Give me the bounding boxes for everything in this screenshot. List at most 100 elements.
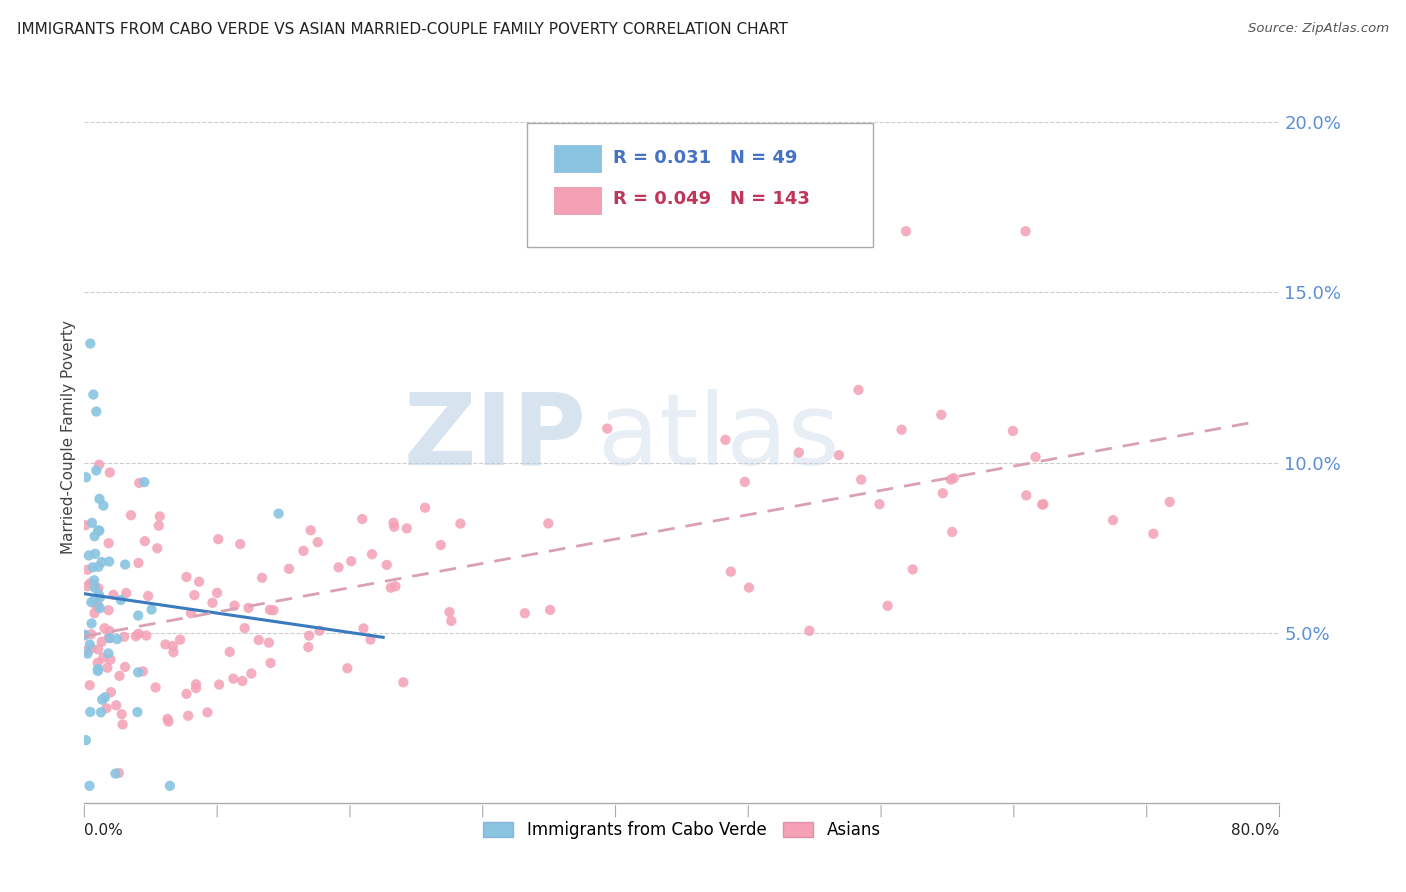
- FancyBboxPatch shape: [554, 187, 600, 214]
- Point: [104, 766, 127, 780]
- Point: [111, 717, 134, 731]
- Point: [1102, 513, 1125, 527]
- Point: [87, 642, 110, 657]
- Point: [262, 603, 284, 617]
- Point: [73, 628, 96, 642]
- Point: [91, 692, 114, 706]
- Point: [353, 622, 375, 636]
- Point: [127, 608, 149, 623]
- Point: [1032, 497, 1054, 511]
- Point: [208, 677, 231, 691]
- Point: [134, 534, 156, 549]
- Point: [157, 714, 180, 729]
- Point: [90, 634, 112, 648]
- Point: [440, 614, 463, 628]
- Point: [80, 641, 103, 656]
- Point: [75, 518, 97, 533]
- Point: [86, 597, 108, 611]
- Point: [79, 576, 101, 591]
- Point: [828, 448, 851, 462]
- Point: [513, 606, 536, 620]
- Point: [96, 701, 118, 715]
- Point: [97, 536, 120, 550]
- Point: [360, 632, 382, 647]
- Point: [233, 621, 256, 635]
- Point: [114, 558, 136, 572]
- Point: [941, 524, 963, 539]
- Point: [87, 458, 110, 472]
- Point: [83, 574, 105, 588]
- Point: [714, 433, 737, 447]
- Point: [128, 626, 150, 640]
- Text: R = 0.031   N = 49: R = 0.031 N = 49: [613, 149, 797, 167]
- Point: [395, 521, 418, 535]
- Point: [231, 673, 253, 688]
- Point: [76, 579, 98, 593]
- Point: [392, 675, 415, 690]
- Point: [97, 603, 120, 617]
- Point: [890, 423, 912, 437]
- Point: [105, 698, 128, 713]
- Point: [90, 706, 112, 720]
- Point: [127, 556, 149, 570]
- Point: [848, 383, 870, 397]
- Point: [148, 518, 170, 533]
- Point: [336, 661, 359, 675]
- Text: IMMIGRANTS FROM CABO VERDE VS ASIAN MARRIED-COUPLE FAMILY POVERTY CORRELATION CH: IMMIGRANTS FROM CABO VERDE VS ASIAN MARR…: [17, 22, 787, 37]
- Point: [79, 678, 101, 692]
- Point: [184, 681, 207, 695]
- Point: [146, 541, 169, 556]
- Point: [93, 621, 115, 635]
- Point: [197, 706, 219, 720]
- Point: [73, 628, 96, 642]
- Point: [292, 544, 315, 558]
- Point: [87, 664, 110, 678]
- Point: [100, 685, 122, 699]
- Text: Source: ZipAtlas.com: Source: ZipAtlas.com: [1249, 22, 1389, 36]
- Point: [851, 473, 873, 487]
- Point: [901, 562, 924, 576]
- Point: [136, 589, 159, 603]
- Point: [942, 471, 965, 485]
- Point: [298, 629, 321, 643]
- Point: [132, 665, 155, 679]
- Point: [278, 562, 301, 576]
- Point: [382, 520, 405, 534]
- Point: [75, 644, 97, 658]
- Point: [87, 581, 110, 595]
- Point: [82, 560, 104, 574]
- Point: [108, 669, 131, 683]
- Point: [307, 535, 329, 549]
- Point: [75, 733, 97, 747]
- Point: [1014, 224, 1036, 238]
- Text: 0.0%: 0.0%: [84, 823, 124, 838]
- Point: [1024, 450, 1046, 464]
- Point: [155, 637, 177, 651]
- Point: [110, 593, 132, 607]
- Point: [188, 574, 211, 589]
- Point: [80, 627, 103, 641]
- Point: [162, 645, 184, 659]
- Point: [218, 645, 240, 659]
- Point: [103, 588, 125, 602]
- Point: [83, 581, 105, 595]
- Point: [128, 475, 150, 490]
- Point: [80, 516, 103, 530]
- Point: [86, 656, 108, 670]
- Point: [894, 224, 917, 238]
- Point: [259, 603, 281, 617]
- Point: [1031, 498, 1053, 512]
- Point: [93, 650, 115, 665]
- Point: [413, 500, 436, 515]
- Point: [205, 586, 228, 600]
- Point: [98, 631, 121, 645]
- Point: [207, 532, 229, 546]
- Point: [340, 554, 363, 568]
- Point: [222, 672, 245, 686]
- Point: [98, 624, 121, 638]
- Point: [98, 555, 121, 569]
- Point: [308, 624, 330, 638]
- Point: [176, 570, 198, 584]
- Point: [93, 499, 115, 513]
- Point: [135, 628, 157, 642]
